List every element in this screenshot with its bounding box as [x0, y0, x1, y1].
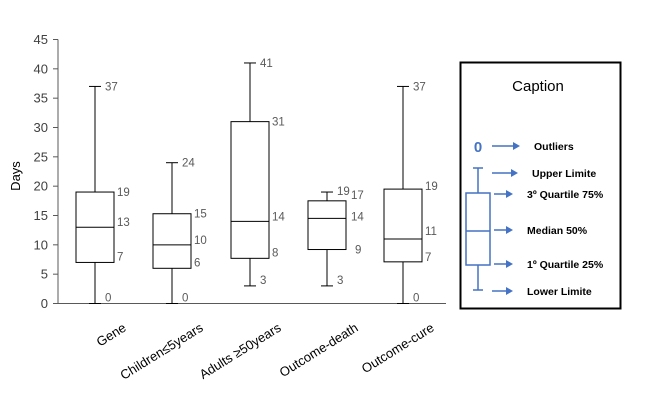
iqr-box: [307, 200, 347, 251]
caption-frame: [459, 61, 622, 310]
arrow-right-icon: [513, 142, 520, 150]
category-label: Adults ≥50years: [197, 320, 284, 382]
arrow-right-icon: [506, 226, 513, 234]
q3-label: 15: [194, 209, 207, 221]
y-tick-label: 45: [34, 32, 48, 47]
q3-label: 31: [272, 117, 285, 129]
q3-label: 17: [351, 190, 364, 202]
caption-box: Caption 0 Outliers Upper Limite 3º Quartile …: [459, 61, 622, 310]
q3-label: 19: [425, 181, 438, 193]
y-tick-label: 20: [34, 179, 48, 194]
min-label: 0: [182, 293, 188, 305]
category-label: Gene: [94, 320, 129, 350]
caption-item-q3: 3º Quartile 75%: [527, 189, 604, 201]
median-label: 14: [272, 211, 285, 223]
min-label: 3: [260, 275, 266, 287]
iqr-box: [230, 121, 270, 259]
min-label: 3: [337, 275, 343, 287]
max-label: 41: [260, 58, 273, 70]
category-label: Outcome-death: [277, 320, 361, 380]
min-label: 0: [105, 293, 111, 305]
box-gene: 37 0 13 7 19: [75, 81, 130, 305]
plot-area: 051015202530354045Days370137192401061541…: [8, 32, 446, 383]
box-adults-50years: 41 3 14 8 31: [230, 58, 285, 287]
y-tick-label: 35: [34, 91, 48, 106]
y-tick-label: 30: [34, 120, 48, 135]
y-tick-label: 10: [34, 237, 48, 252]
q1-label: 7: [117, 251, 123, 263]
caption-item-outliers: Outliers: [534, 141, 574, 153]
median-label: 11: [425, 226, 437, 238]
max-label: 24: [182, 158, 195, 170]
category-label: Children≤5years: [117, 320, 206, 383]
q1-label: 9: [355, 245, 361, 257]
box-outcome-death: 19 3 14 9 17: [307, 186, 364, 287]
caption-item-q1: 1º Quartile 25%: [527, 259, 604, 271]
y-tick-label: 15: [34, 208, 48, 223]
median-label: 14: [351, 211, 364, 223]
arrow-right-icon: [506, 190, 513, 198]
y-axis-title: Days: [8, 161, 23, 191]
q1-label: 8: [272, 247, 278, 259]
y-tick-label: 40: [34, 61, 48, 76]
caption-item-lower-limite: Lower Limite: [527, 286, 592, 298]
q1-label: 7: [425, 252, 431, 264]
min-label: 0: [413, 293, 419, 305]
max-label: 37: [413, 81, 426, 93]
y-tick-label: 0: [41, 296, 48, 311]
outlier-symbol-icon: 0: [474, 139, 482, 156]
q1-label: 6: [194, 257, 200, 269]
iqr-box: [383, 188, 423, 263]
category-label: Outcome-cure: [359, 320, 437, 376]
arrow-right-icon: [506, 260, 513, 268]
box-children-5years: 24 0 10 6 15: [152, 158, 207, 305]
y-tick-label: 5: [41, 267, 48, 282]
caption-item-upper-limite: Upper Limite: [532, 168, 596, 180]
iqr-box: [152, 213, 192, 269]
arrow-right-icon: [511, 169, 518, 177]
y-tick-label: 25: [34, 149, 48, 164]
max-label: 37: [105, 81, 118, 93]
median-label: 13: [117, 217, 130, 229]
max-label: 19: [337, 186, 350, 198]
arrow-right-icon: [506, 287, 513, 295]
q3-label: 19: [117, 187, 130, 199]
caption-item-median: Median 50%: [527, 225, 588, 237]
box-outcome-cure: 37 0 11 7 19: [383, 81, 438, 305]
caption-title: Caption: [512, 78, 564, 95]
median-label: 10: [194, 235, 207, 247]
